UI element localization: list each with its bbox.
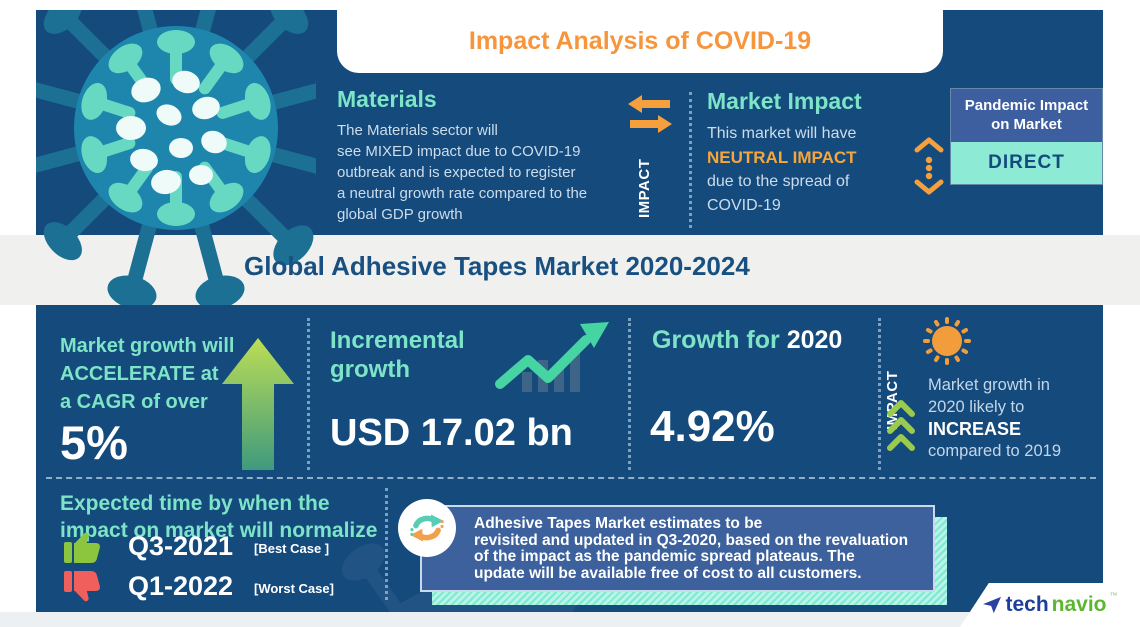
impact-vertical-label: IMPACT xyxy=(636,158,653,218)
logo-trademark: ™ xyxy=(1109,591,1118,600)
main-title-banner: Impact Analysis of COVID-19 xyxy=(337,10,943,73)
stats-divider xyxy=(628,318,631,470)
incremental-growth-heading: Incremental growth xyxy=(330,327,465,383)
pandemic-impact-box: Pandemic Impact on Market DIRECT xyxy=(950,88,1103,185)
growth-2020-heading: Growth for 2020 xyxy=(652,326,843,354)
trend-up-icon xyxy=(495,322,609,392)
update-badge xyxy=(398,499,456,557)
increase-highlight: INCREASE xyxy=(928,419,1022,439)
thumbs-up-icon xyxy=(64,532,100,563)
cagr-text: Market growth will ACCELERATE at a CAGR … xyxy=(60,335,235,413)
header-divider xyxy=(689,92,692,228)
normalize-heading: Expected time by when the impact on mark… xyxy=(60,492,378,542)
materials-heading: Materials xyxy=(337,86,437,112)
horizontal-divider xyxy=(46,477,1096,479)
growth-arrow-icon xyxy=(222,338,294,470)
market-title: Global Adhesive Tapes Market 2020-2024 xyxy=(244,251,750,281)
growth-2020-value: 4.92% xyxy=(650,402,775,451)
incremental-growth-value: USD 17.02 bn xyxy=(330,412,573,454)
triple-chevron-up-icon xyxy=(887,400,915,451)
swap-arrows-icon xyxy=(628,95,672,133)
logo-text-tech: tech xyxy=(1005,593,1049,616)
market-impact-body: This market will have NEUTRAL IMPACT due… xyxy=(707,125,857,214)
best-case-label: [Best Case ] xyxy=(254,541,330,556)
market-impact-heading: Market Impact xyxy=(707,88,862,114)
coronavirus-illustration xyxy=(36,10,316,305)
note-box: Adhesive Tapes Market estimates to be re… xyxy=(420,505,935,592)
cagr-value: 5% xyxy=(60,416,128,469)
virus-icon xyxy=(923,317,971,365)
page-title: Impact Analysis of COVID-19 xyxy=(468,27,812,55)
worst-case-value: Q1-2022 xyxy=(128,571,234,601)
refresh-arrows-icon xyxy=(410,514,444,542)
bottom-divider xyxy=(385,488,388,600)
stats-divider xyxy=(307,318,310,470)
pandemic-impact-label: Pandemic Impact on Market xyxy=(951,89,1102,142)
up-down-arrows-icon xyxy=(914,137,944,195)
stats-divider xyxy=(878,318,881,470)
materials-body: The Materials sector will see MIXED impa… xyxy=(337,122,588,223)
pandemic-impact-value: DIRECT xyxy=(951,142,1102,184)
thumbs-down-icon xyxy=(64,571,100,602)
impact-text: Market growth in 2020 likely to INCREASE… xyxy=(928,374,1113,462)
best-case-value: Q3-2021 xyxy=(128,531,234,561)
technavio-arrow-icon xyxy=(983,596,1002,614)
worst-case-label: [Worst Case] xyxy=(254,581,334,596)
market-title-band xyxy=(0,235,1140,305)
bottom-margin-strip xyxy=(0,612,1140,627)
technavio-logo-area: tech navio ™ xyxy=(960,583,1140,627)
logo-text-navio: navio xyxy=(1051,593,1107,616)
neutral-impact-highlight: NEUTRAL IMPACT xyxy=(707,148,857,167)
